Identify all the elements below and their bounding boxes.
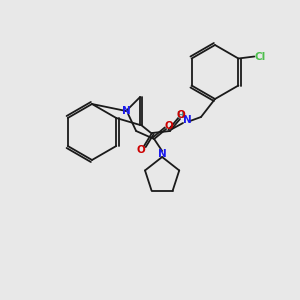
- Text: N: N: [122, 106, 130, 116]
- Text: O: O: [165, 121, 173, 131]
- Text: Cl: Cl: [255, 52, 266, 61]
- Text: H: H: [176, 112, 184, 121]
- Text: O: O: [136, 145, 146, 155]
- Text: N: N: [158, 149, 167, 159]
- Text: O: O: [177, 110, 185, 120]
- Text: N: N: [183, 115, 191, 125]
